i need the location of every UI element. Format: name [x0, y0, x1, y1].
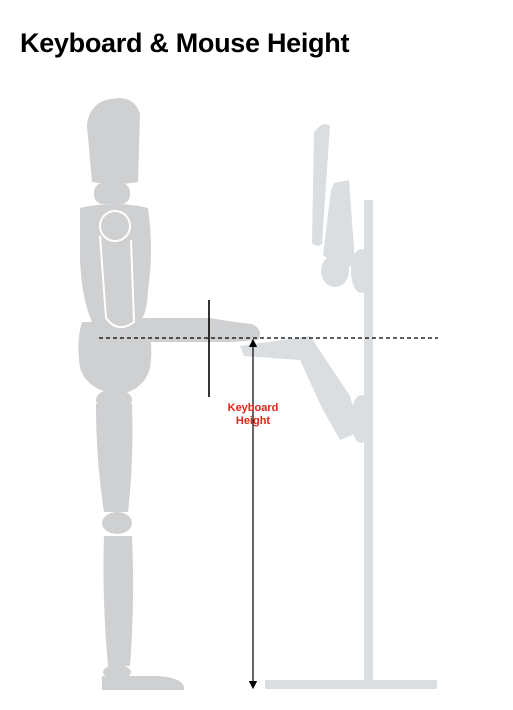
- keyboard-height-label: Keyboard Height: [212, 402, 294, 428]
- mannequin-knee: [102, 512, 132, 534]
- mannequin-figure: [78, 98, 260, 690]
- keyboard-tray-clamp: [351, 395, 371, 443]
- label-line-keyboard: Keyboard: [227, 402, 279, 414]
- desk-upright-post: [364, 200, 373, 686]
- shoulder-joint: [99, 210, 131, 242]
- monitor-mount-clamp: [351, 249, 371, 293]
- monitor-arm: [323, 180, 355, 272]
- monitor-screen: [312, 124, 330, 246]
- mannequin-head: [87, 98, 140, 184]
- mannequin-ankle: [103, 665, 131, 679]
- mannequin-shin: [103, 536, 134, 666]
- desk-floor-base: [265, 680, 437, 689]
- mannequin-forearm: [111, 318, 260, 342]
- upper-arm-contour: [99, 235, 136, 329]
- workstation: [240, 124, 437, 689]
- arm-outline: [99, 210, 136, 329]
- mannequin-thigh: [96, 404, 133, 512]
- monitor-mount-knob: [321, 255, 349, 287]
- mannequin-neck: [94, 183, 130, 204]
- mannequin-foot: [102, 676, 185, 690]
- label-line-height: Height: [235, 415, 271, 427]
- page-title: Keyboard & Mouse Height: [20, 28, 350, 58]
- keyboard-tray-arm: [240, 336, 360, 440]
